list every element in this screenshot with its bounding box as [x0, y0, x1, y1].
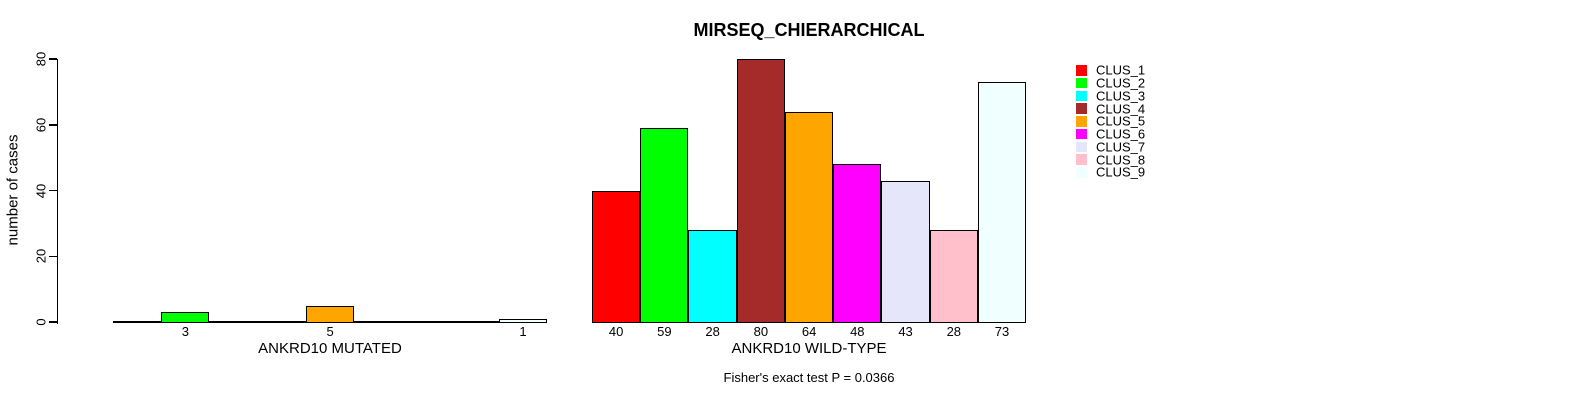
- y-tick: [48, 255, 57, 257]
- chart-title: MIRSEQ_CHIERARCHICAL: [693, 20, 925, 40]
- y-tick: [48, 124, 57, 126]
- bar-value-label: 64: [801, 324, 817, 339]
- bar-value-label: 43: [898, 324, 913, 339]
- bar-value-label: 40: [608, 324, 624, 339]
- legend-label: CLUS_1: [1096, 62, 1146, 78]
- y-tick: [48, 321, 57, 323]
- bar-clus_9: [498, 318, 548, 323]
- bar-clus_4: [736, 59, 785, 323]
- bar-value-label: 59: [657, 324, 672, 339]
- legend-swatch-clus_9: [1076, 167, 1087, 178]
- y-tick: [48, 58, 57, 60]
- legend-swatch-clus_5: [1076, 116, 1087, 127]
- y-axis-line: [56, 59, 58, 324]
- bar-value-label: 48: [850, 324, 865, 339]
- bar-value-label: 28: [946, 324, 962, 339]
- bar-value-label: 73: [994, 324, 1010, 339]
- x-axis-label-wildtype: ANKRD10 WILD-TYPE: [731, 340, 887, 357]
- bar-clus_8: [929, 229, 978, 323]
- y-tick-label: 40: [33, 183, 49, 198]
- bar-value-label: 5: [326, 324, 334, 339]
- bar-clus_1: [592, 190, 641, 323]
- legend-label: CLUS_8: [1096, 152, 1146, 167]
- legend-swatch-clus_6: [1076, 128, 1087, 140]
- legend-label: CLUS_2: [1096, 75, 1146, 91]
- legend-label: CLUS_5: [1096, 113, 1146, 129]
- legend-swatch-clus_7: [1076, 141, 1087, 152]
- bar-value-label: 80: [753, 324, 769, 339]
- bar-clus_7: [881, 180, 930, 323]
- legend-label: CLUS_6: [1096, 126, 1146, 142]
- bar-clus_5: [784, 111, 834, 323]
- legend-swatch-clus_1: [1076, 65, 1087, 76]
- y-tick-label: 20: [33, 249, 49, 264]
- bar-value-label: 1: [519, 324, 527, 339]
- y-axis-title: number of cases: [4, 134, 22, 246]
- y-tick: [48, 189, 57, 192]
- bar-value-label: 28: [705, 324, 720, 339]
- fisher-test-annotation: Fisher's exact test P = 0.0366: [723, 370, 895, 385]
- bar-clus_2: [640, 128, 689, 323]
- legend-label: CLUS_7: [1096, 139, 1146, 155]
- bar-clus_6: [833, 164, 882, 323]
- legend-swatch-clus_8: [1076, 154, 1087, 165]
- y-tick-label: 80: [33, 51, 49, 67]
- y-tick-label: 0: [33, 318, 49, 326]
- bar-clus_3: [688, 229, 737, 323]
- bar-value-label: 3: [181, 324, 189, 339]
- legend-label: CLUS_4: [1096, 101, 1146, 116]
- legend-swatch-clus_3: [1076, 90, 1087, 101]
- legend-swatch-clus_4: [1076, 103, 1087, 114]
- bar-clus_5: [305, 305, 355, 323]
- bar-clus_2: [161, 312, 210, 323]
- bar-clus_9: [977, 82, 1027, 323]
- y-tick-label: 60: [33, 117, 49, 132]
- legend-swatch-clus_2: [1076, 77, 1087, 89]
- legend-label: CLUS_3: [1096, 88, 1146, 104]
- x-axis-label-mutated: ANKRD10 MUTATED: [258, 340, 402, 357]
- legend-label: CLUS_9: [1096, 164, 1146, 180]
